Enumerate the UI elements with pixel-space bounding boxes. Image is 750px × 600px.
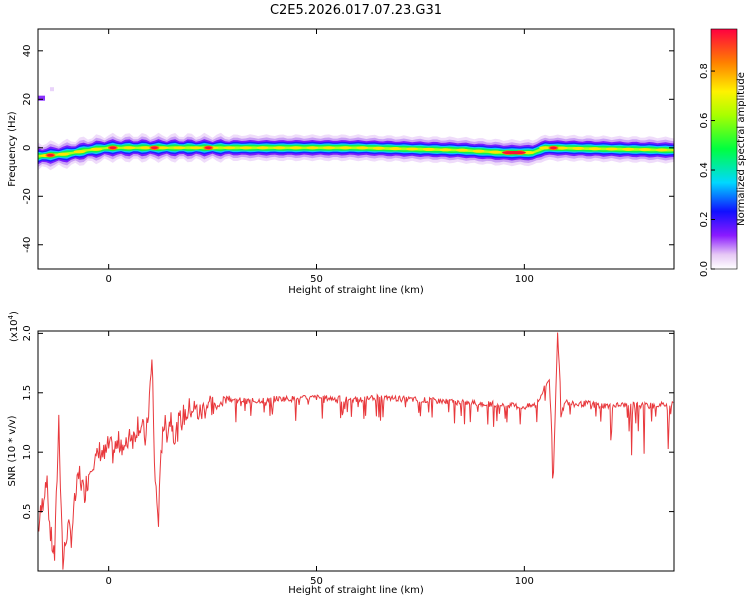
spectrogram-peak: [204, 146, 212, 150]
spectrogram-core: [156, 146, 169, 150]
snr-multiplier: (x104): [7, 311, 20, 342]
colorbar-label: Normalized spectral amplitude: [736, 72, 747, 226]
colorbar: 0.0 0.2 0.4 0.6 0.8 Normalized spectral ampl…: [699, 28, 747, 277]
spectrogram-core: [389, 147, 402, 151]
colorbar-tick-label: 0.4: [699, 162, 710, 178]
spectrogram-core: [140, 146, 153, 150]
spectrogram-core: [472, 149, 485, 153]
spectrogram-minor-feature: [38, 95, 45, 101]
spectrogram-core: [339, 146, 352, 150]
spectrogram-core: [289, 146, 302, 150]
spectrogram-core: [306, 146, 319, 150]
spectrogram-core: [256, 146, 269, 150]
colorbar-gradient: [710, 28, 738, 270]
spectrogram-core: [239, 146, 252, 150]
spectrogram-minor-feature: [50, 87, 54, 92]
snr-y-label: SNR (10 * v/v): [7, 415, 18, 486]
spectrogram-core: [655, 148, 668, 152]
spectrogram-x-tick-label: 0: [105, 274, 111, 285]
spectrogram-core: [189, 146, 202, 150]
colorbar-tick-label: 0.6: [699, 113, 710, 129]
colorbar-tick-label: 0.0: [699, 261, 710, 277]
colorbar-tick-label: 0.2: [699, 212, 710, 228]
spectrogram-core: [406, 147, 419, 151]
spectrogram-core: [572, 146, 585, 151]
spectrogram-core: [638, 148, 651, 152]
spectrogram-core: [123, 146, 136, 150]
spectrogram-y-label: Frequency (Hz): [7, 111, 18, 187]
spectrogram-core: [322, 146, 335, 150]
spectrogram-core: [622, 147, 635, 151]
spectrogram-y-tick-label: 20: [22, 93, 33, 106]
spectrogram-x-tick-label: 100: [515, 274, 534, 285]
snr-x-tick-label: 0: [105, 576, 111, 587]
snr-multiplier-exp: 4: [7, 314, 15, 319]
spectrogram-core: [439, 148, 452, 152]
spectrogram-core: [173, 146, 186, 150]
spectrogram-peak: [109, 146, 117, 150]
spectrogram-core: [589, 147, 602, 151]
spectrogram-y-tick-label: -20: [22, 188, 33, 204]
snr-x-tick-label: 100: [515, 576, 534, 587]
snr-x-label: Height of straight line (km): [288, 585, 424, 596]
snr-y-tick-label: 0.5: [22, 504, 33, 520]
snr-y-tick-label: 1.0: [22, 444, 33, 460]
spectrogram-y-tick-label: -40: [22, 237, 33, 253]
spectrogram-frame: [37, 28, 675, 270]
snr-multiplier-close: ): [9, 311, 20, 315]
spectrogram-x-tick-label: 50: [310, 274, 323, 285]
spectrogram-core: [555, 146, 568, 150]
snr-panel: 0 50 100 0.5 1.0 1.5 2.0 Height of straight li…: [7, 311, 675, 596]
colorbar-tick-label: 0.8: [699, 63, 710, 79]
spectrogram-core: [90, 147, 103, 151]
spectrogram-core: [56, 152, 69, 156]
spectrogram-core: [73, 150, 86, 154]
snr-x-tick-label: 50: [310, 576, 323, 587]
spectrogram-peak: [549, 146, 557, 150]
spectrogram-peak: [150, 146, 158, 150]
spectrogram-core: [223, 146, 236, 150]
spectrogram-core: [456, 148, 468, 152]
spectrogram-band-layer: [38, 146, 674, 158]
spectrogram-core: [422, 147, 435, 152]
spectrogram-y-tick-label: 40: [22, 44, 33, 57]
snr-series-line: [38, 332, 674, 570]
spectrogram-core: [539, 146, 552, 150]
spectrogram-core: [273, 146, 286, 150]
spectrogram-peak-wide: [501, 151, 526, 155]
spectrogram-x-label: Height of straight line (km): [288, 285, 424, 296]
spectrogram-panel: 0 50 100 -40 -20 0 20 40 Height of straight lin…: [7, 28, 675, 296]
snr-y-tick-label: 1.5: [22, 385, 33, 401]
spectrogram-core: [489, 150, 502, 154]
spectrogram-y-tick-label: 0: [22, 145, 33, 151]
spectrogram-core: [605, 147, 618, 151]
snr-frame: [37, 330, 675, 572]
chart-title: C2E5.2026.017.07.23.G31: [270, 3, 442, 18]
spectrogram-core: [356, 146, 369, 150]
spectrogram-core: [372, 146, 385, 150]
spectrogram-band: [38, 87, 674, 171]
spectrogram-core: [522, 151, 535, 155]
spectrogram-peak: [46, 153, 54, 157]
snr-multiplier-base: (x10: [9, 319, 20, 342]
snr-y-tick-label: 2.0: [22, 325, 33, 341]
